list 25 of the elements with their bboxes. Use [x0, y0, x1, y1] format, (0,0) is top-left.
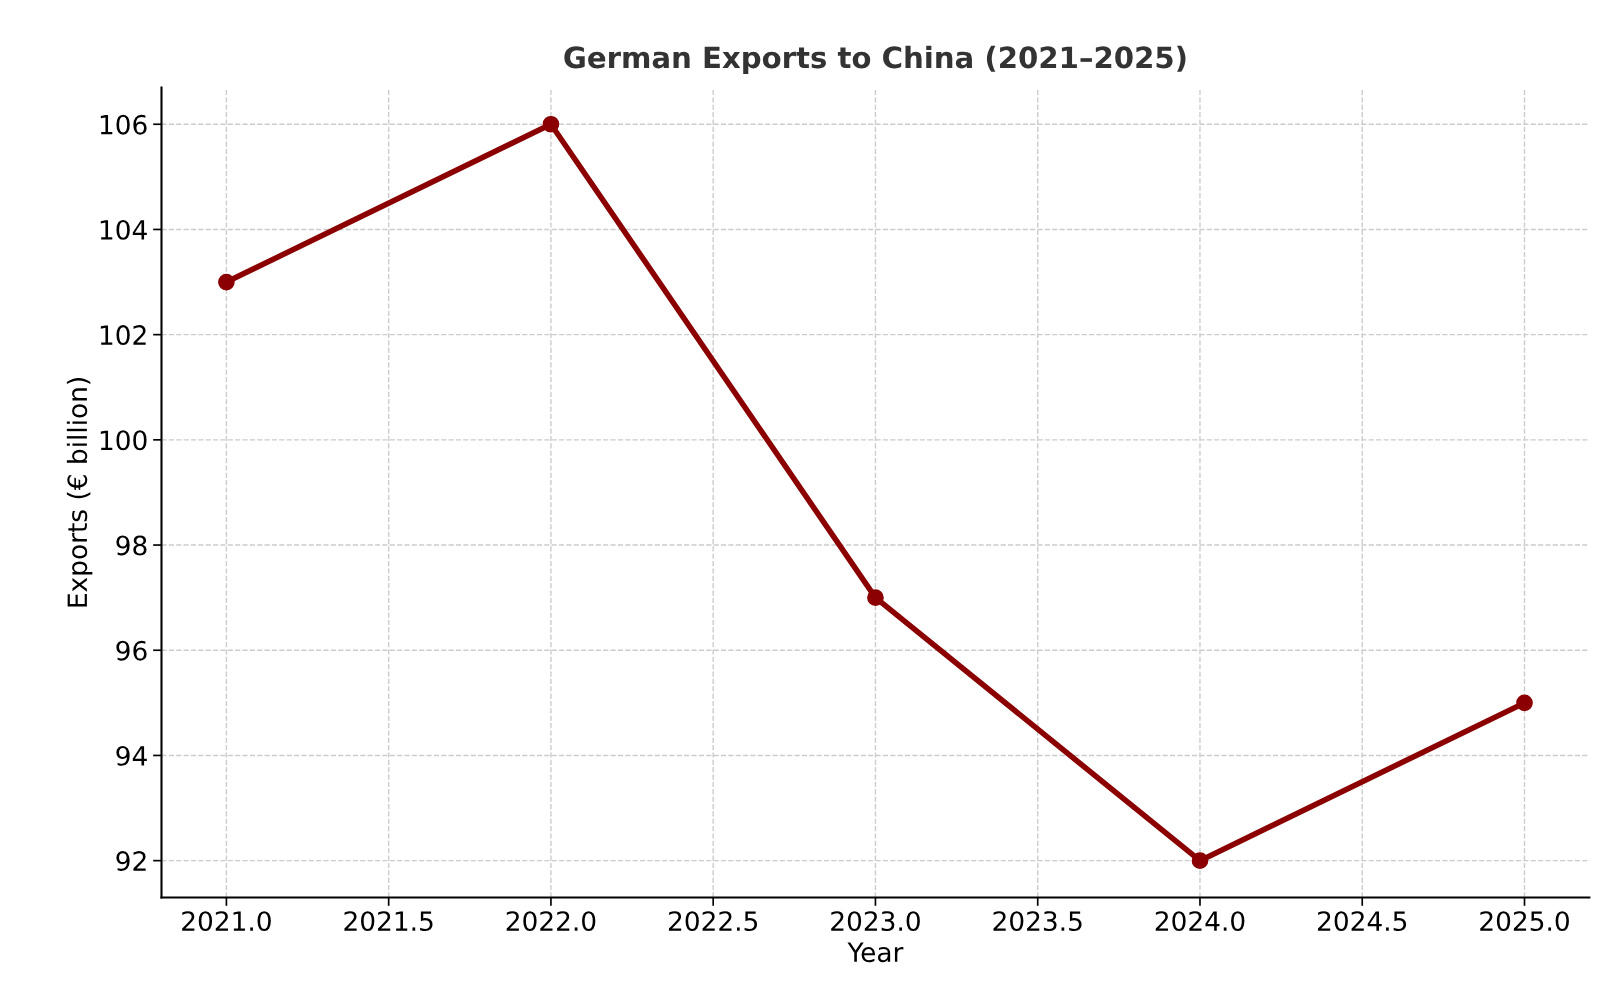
y-tick-label: 92 [116, 851, 146, 872]
y-axis-title: Exports (€ billion) [66, 378, 93, 607]
point [1191, 852, 1209, 869]
x-tick-label: 2022.0 [506, 911, 596, 932]
y-tick-label: 96 [116, 640, 147, 661]
x-tick-label: 2021.5 [344, 911, 433, 932]
x-tick-label: 2025.0 [1480, 911, 1569, 932]
point [867, 589, 884, 606]
x-tick-label: 2024.0 [1155, 911, 1245, 932]
y-tick-label: 102 [100, 325, 146, 346]
x-tick-label: 2024.5 [1318, 911, 1407, 932]
x-tick-label: 2023.5 [993, 911, 1082, 932]
x-tick-label: 2021.0 [182, 911, 271, 932]
x-axis-title: Year [847, 942, 904, 963]
x-tick-label: 2022.5 [668, 911, 758, 932]
y-tick-label: 98 [116, 535, 147, 556]
point [218, 273, 235, 291]
y-tick-label: 104 [100, 219, 147, 240]
y-tick-label: 100 [100, 430, 147, 451]
x-tick-label: 2023.0 [831, 911, 920, 932]
chart-title: German Exports to China (2021–2025) [564, 45, 1186, 75]
point [1516, 694, 1533, 712]
y-tick-label: 106 [100, 114, 147, 135]
y-tick-label: 94 [116, 745, 147, 766]
point [542, 115, 560, 133]
